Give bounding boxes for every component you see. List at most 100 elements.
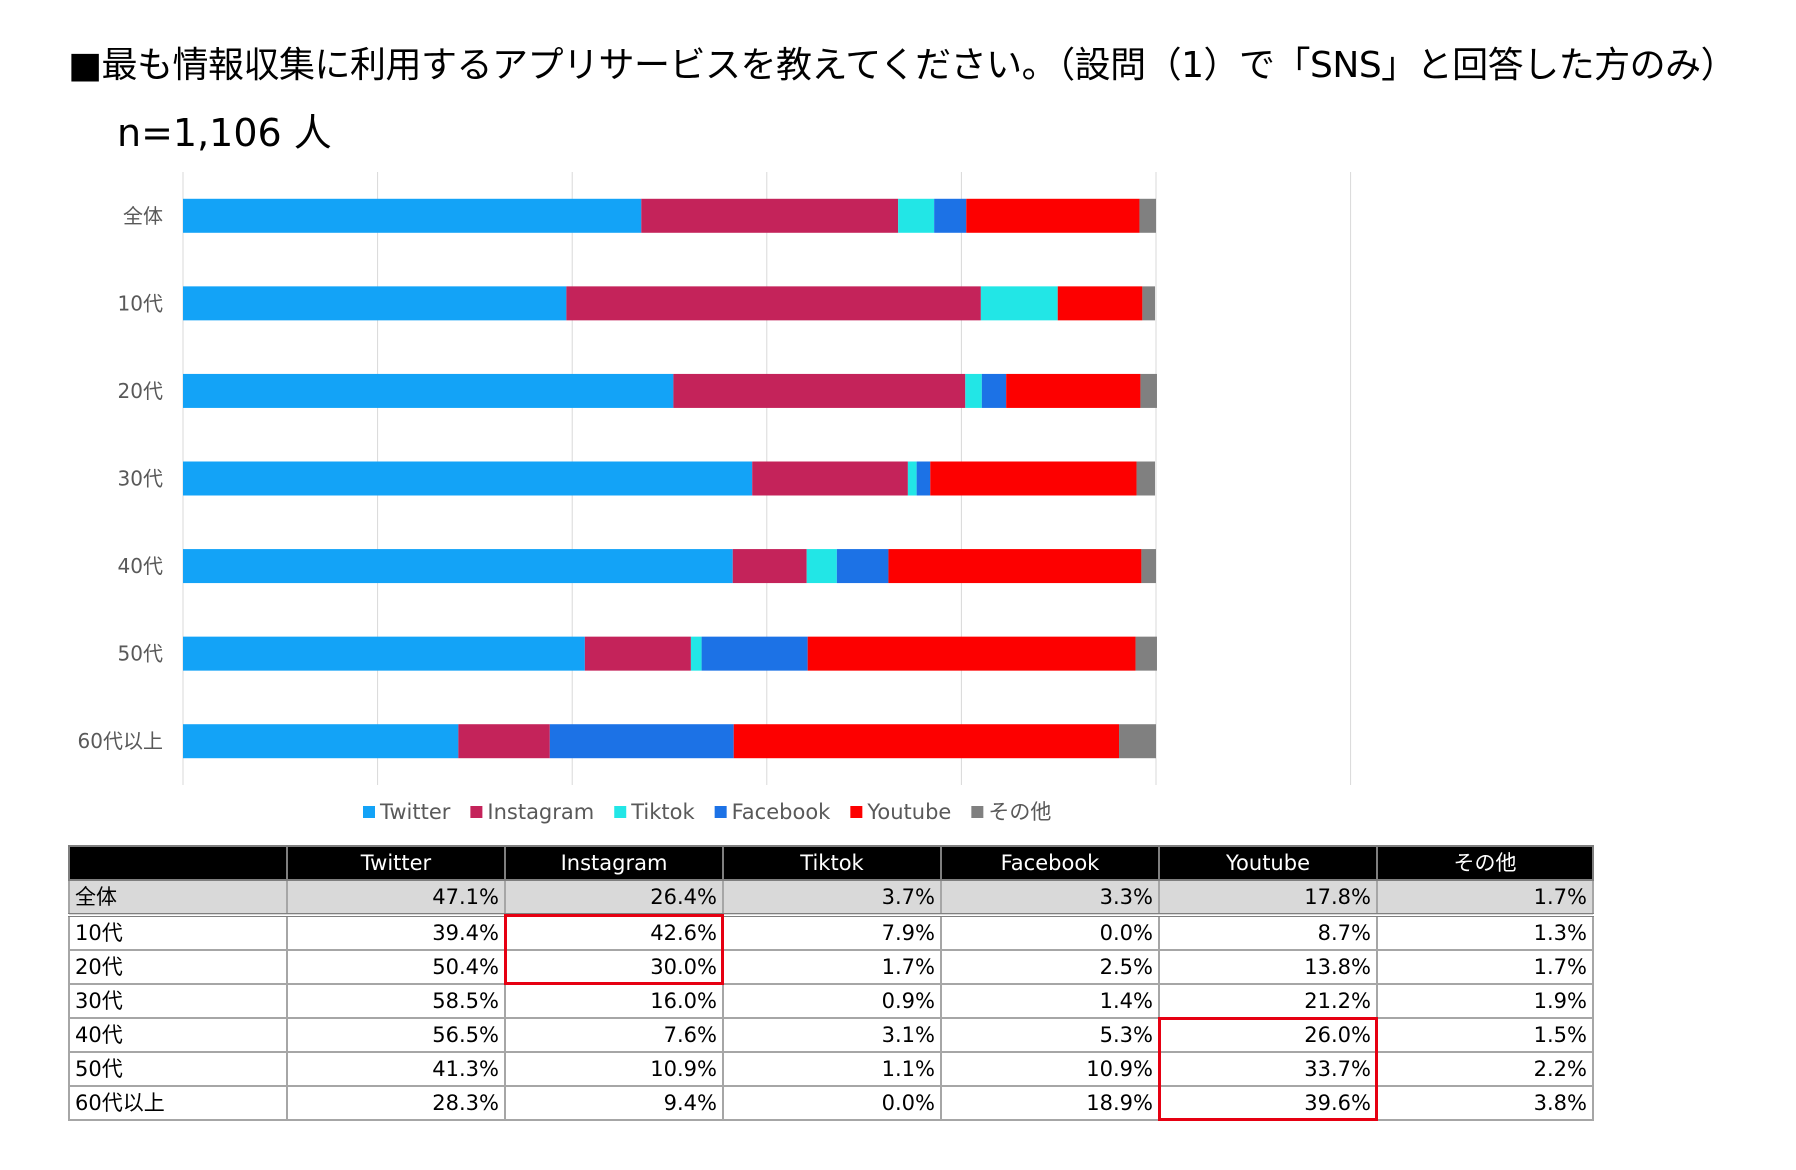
table-body: 全体 47.1% 26.4% 3.7% 3.3% 17.8% 1.7% 10代 39.4% 42.… xyxy=(68,879,1594,1121)
bar-segment xyxy=(566,286,981,321)
bar-segment xyxy=(183,286,567,321)
row-label-cell: 50代 xyxy=(68,1051,288,1087)
table-header-cell: Tiktok xyxy=(722,845,942,881)
legend-label: Facebook xyxy=(732,800,832,824)
table-row: 30代 58.5% 16.0% 0.9% 1.4% 21.2% 1.9% xyxy=(68,983,1594,1019)
bar-segment xyxy=(1141,549,1156,584)
category-label: 20代 xyxy=(118,379,163,403)
category-label: 50代 xyxy=(118,642,163,666)
row-label-cell: 40代 xyxy=(68,1017,288,1053)
table-row: 全体 47.1% 26.4% 3.7% 3.3% 17.8% 1.7% xyxy=(68,879,1594,917)
bar-segment xyxy=(916,461,931,496)
table-cell: 41.3% xyxy=(286,1051,506,1087)
legend-swatch xyxy=(363,806,375,818)
bar-segment xyxy=(673,373,966,408)
table-cell: 16.0% xyxy=(504,983,724,1019)
row-label-cell: 20代 xyxy=(68,949,288,985)
table-row: 20代 50.4% 30.0% 1.7% 2.5% 13.8% 1.7% xyxy=(68,949,1594,985)
table-cell: 13.8% xyxy=(1158,949,1378,985)
category-label: 40代 xyxy=(118,554,163,578)
bar-segment xyxy=(907,461,917,496)
table-header-cell: Instagram xyxy=(504,845,724,881)
bar-segment xyxy=(1139,198,1156,233)
category-label: 60代以上 xyxy=(78,729,163,753)
category-label: 10代 xyxy=(118,291,163,315)
table-cell: 50.4% xyxy=(286,949,506,985)
bar-segment xyxy=(584,636,691,671)
bar-segment xyxy=(690,636,702,671)
table-header-cell xyxy=(68,845,288,881)
table-cell: 1.7% xyxy=(1376,879,1594,917)
table-cell: 0.0% xyxy=(940,914,1160,951)
table-cell: 10.9% xyxy=(504,1051,724,1087)
bar-segment xyxy=(1119,724,1156,759)
table-cell: 47.1% xyxy=(286,879,506,917)
legend-swatch xyxy=(614,806,627,818)
bar-segment xyxy=(1142,286,1156,321)
table-cell: 21.2% xyxy=(1158,983,1378,1019)
bar-segment xyxy=(898,198,935,233)
table-cell: 28.3% xyxy=(286,1085,506,1121)
table-cell: 3.3% xyxy=(940,879,1160,917)
table-cell: 1.3% xyxy=(1376,914,1594,951)
bar-segment xyxy=(183,636,585,671)
page-title: ■最も情報収集に利用するアプリサービスを教えてください。（設問（1）で「SNS」… xyxy=(68,45,1737,86)
chart-legend: Twitter Instagram Tiktok Facebook Youtube その他 xyxy=(363,800,1051,824)
row-label-cell: 10代 xyxy=(68,914,288,951)
table-cell: 26.4% xyxy=(504,879,724,917)
table-row: 10代 39.4% 42.6% 7.9% 0.0% 8.7% 1.3% xyxy=(68,914,1594,951)
bar-segment xyxy=(752,461,908,496)
bar-segment xyxy=(1135,636,1157,671)
bar-segment xyxy=(965,373,982,408)
legend-swatch xyxy=(850,806,863,818)
bar-segment xyxy=(183,724,459,759)
legend-label: Tiktok xyxy=(630,800,695,824)
table-header-row: Twitter Instagram Tiktok Facebook Youtube その他 xyxy=(68,845,1594,881)
table-cell: 3.1% xyxy=(722,1017,942,1053)
bar-segment xyxy=(966,198,1140,233)
bar-segment xyxy=(183,198,642,233)
bar-segment xyxy=(1006,373,1141,408)
table-cell: 58.5% xyxy=(286,983,506,1019)
table-cell: 7.6% xyxy=(504,1017,724,1053)
bar-segment xyxy=(807,636,1136,671)
table-cell: 39.6% xyxy=(1158,1085,1378,1121)
table-cell: 1.7% xyxy=(1376,949,1594,985)
bar-segment xyxy=(732,549,807,584)
table-row: 50代 41.3% 10.9% 1.1% 10.9% 33.7% 2.2% xyxy=(68,1051,1594,1087)
table-cell: 17.8% xyxy=(1158,879,1378,917)
legend-swatch xyxy=(971,806,984,818)
legend-label: Youtube xyxy=(866,800,951,824)
bar-segment xyxy=(458,724,550,759)
bar-segment xyxy=(806,549,837,584)
table-cell: 1.1% xyxy=(722,1051,942,1087)
bar-segment xyxy=(701,636,808,671)
table-cell: 33.7% xyxy=(1158,1051,1378,1087)
legend-label: Instagram xyxy=(487,800,594,824)
row-label-cell: 60代以上 xyxy=(68,1085,288,1121)
table-cell: 1.4% xyxy=(940,983,1160,1019)
table-cell: 1.9% xyxy=(1376,983,1594,1019)
legend-label: Twitter xyxy=(379,800,451,824)
category-label: 30代 xyxy=(118,467,163,491)
sample-size-label: n=1,106 人 xyxy=(117,111,332,155)
table-cell: 56.5% xyxy=(286,1017,506,1053)
bar-segment xyxy=(183,461,753,496)
table-cell: 3.7% xyxy=(722,879,942,917)
row-label-cell: 全体 xyxy=(68,879,288,917)
table-header-cell: Youtube xyxy=(1158,845,1378,881)
row-label-cell: 30代 xyxy=(68,983,288,1019)
bar-segment xyxy=(934,198,967,233)
table-cell: 7.9% xyxy=(722,914,942,951)
bar-segment xyxy=(1136,461,1156,496)
bar-segment xyxy=(930,461,1137,496)
bar-segment xyxy=(1140,373,1157,408)
bar-segment xyxy=(641,198,899,233)
bar-segment xyxy=(549,724,734,759)
table-header-cell: Facebook xyxy=(940,845,1160,881)
table-row: 40代 56.5% 7.6% 3.1% 5.3% 26.0% 1.5% xyxy=(68,1017,1594,1053)
table-header-cell: その他 xyxy=(1376,845,1594,881)
bar-segment xyxy=(183,373,674,408)
table-cell: 30.0% xyxy=(504,949,724,985)
